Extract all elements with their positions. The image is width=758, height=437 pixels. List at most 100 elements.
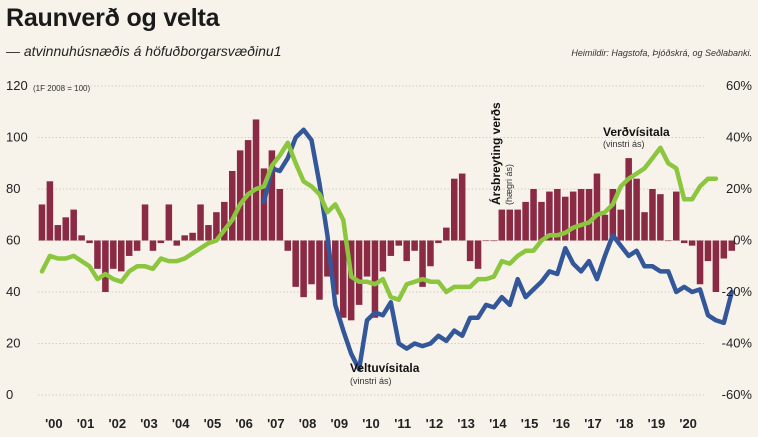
bar <box>355 240 363 305</box>
bar <box>395 240 403 246</box>
bar <box>625 158 632 241</box>
bar <box>435 240 442 244</box>
bar <box>228 170 236 241</box>
bar <box>78 235 85 241</box>
bar <box>641 212 648 241</box>
annotation-veltuvisitala: Veltuvísitala <box>350 361 420 375</box>
x-tick-label: '06 <box>235 416 253 431</box>
bar <box>324 240 331 277</box>
bar <box>728 240 736 251</box>
source-note: Heimildir: Hagstofa, Þjóðskrá, og Seðlab… <box>571 48 752 58</box>
y-left-tick-label: 20 <box>6 336 20 351</box>
bar <box>569 191 577 241</box>
x-tick-label: '09 <box>331 416 349 431</box>
line-veltuvisitala <box>261 127 735 372</box>
bar <box>633 178 640 241</box>
bar <box>577 189 585 241</box>
grid <box>38 85 704 396</box>
x-tick-label: '15 <box>521 416 539 431</box>
bar <box>371 240 379 318</box>
bar <box>530 189 537 241</box>
bar <box>657 194 664 241</box>
bar <box>181 235 188 241</box>
bar <box>157 240 165 244</box>
annotation-arsbreyting: Ársbreyting verðs <box>488 102 503 205</box>
bar <box>688 240 696 246</box>
bar <box>427 240 434 267</box>
bar <box>54 225 62 241</box>
bar <box>205 225 212 241</box>
bar <box>522 201 529 241</box>
bar <box>149 240 157 251</box>
x-tick-label: '13 <box>457 416 475 431</box>
bar <box>197 204 204 241</box>
y-right-tick-label: 60% <box>726 78 752 93</box>
bar <box>506 209 514 241</box>
bar <box>720 240 728 259</box>
bar <box>419 240 426 287</box>
bar <box>347 240 355 321</box>
x-tick-label: '03 <box>140 416 158 431</box>
bar <box>94 240 101 269</box>
bar <box>165 204 173 241</box>
y-left-tick-label: 0 <box>6 387 13 402</box>
y-left-tick-label: 60 <box>6 233 20 248</box>
x-tick-label: '14 <box>489 416 507 431</box>
bar <box>62 217 70 241</box>
bar <box>538 201 545 241</box>
x-tick-label: '17 <box>584 416 602 431</box>
chart-subtitle: — atvinnuhúsnæðis á höfuðborgarsvæðinu1 <box>6 43 282 59</box>
bar <box>38 204 46 241</box>
bar <box>339 240 347 318</box>
annotation-verdvisitala-sub: (vinstri ás) <box>603 139 645 149</box>
bar <box>268 150 276 241</box>
annotation-verdvisitala: Verðvísitala <box>603 125 670 139</box>
annotation-arsbreyting-sub: (hægri ás) <box>504 164 514 205</box>
bar <box>593 173 601 241</box>
chart-title: Raunverð og velta <box>6 4 220 32</box>
bar <box>704 240 712 262</box>
x-tick-label: '10 <box>362 416 380 431</box>
bar <box>189 232 196 241</box>
x-tick-label: '07 <box>267 416 285 431</box>
bar <box>332 240 339 295</box>
bar <box>213 212 220 241</box>
x-tick-label: '18 <box>616 416 634 431</box>
bar <box>474 240 482 269</box>
bar <box>466 240 474 262</box>
bar <box>308 240 315 285</box>
bar <box>117 240 125 272</box>
x-tick-label: '20 <box>679 416 697 431</box>
bar <box>276 189 284 241</box>
bar <box>110 240 117 269</box>
bar <box>585 189 593 241</box>
bar <box>450 178 458 241</box>
bar <box>411 240 418 251</box>
x-tick-label: '00 <box>45 416 63 431</box>
annotations: Verðvísitala(vinstri ás)Veltuvísitala(vi… <box>350 102 670 386</box>
bar <box>649 189 656 241</box>
bar <box>609 189 617 241</box>
y-right-tick-label: -20% <box>722 284 753 299</box>
bar <box>173 240 181 246</box>
bar <box>260 168 268 241</box>
y-right-tick-label: -60% <box>722 387 753 402</box>
y-right-tick-label: -40% <box>722 336 753 351</box>
x-tick-label: '19 <box>648 416 666 431</box>
x-tick-label: '08 <box>299 416 317 431</box>
x-tick-label: '11 <box>394 416 411 431</box>
left-axis-note: (1F 2008 = 100) <box>33 84 90 93</box>
bar <box>617 209 625 241</box>
bar <box>443 227 450 241</box>
bar <box>680 240 688 244</box>
bar <box>86 240 93 244</box>
bar <box>696 240 704 285</box>
bar <box>300 240 307 298</box>
bar <box>244 140 252 241</box>
y-left-tick-label: 120 <box>6 78 28 93</box>
bar <box>284 240 292 251</box>
bar <box>292 240 299 287</box>
y-left-tick-label: 40 <box>6 284 20 299</box>
x-tick-label: '12 <box>426 416 444 431</box>
line-series <box>39 127 735 372</box>
